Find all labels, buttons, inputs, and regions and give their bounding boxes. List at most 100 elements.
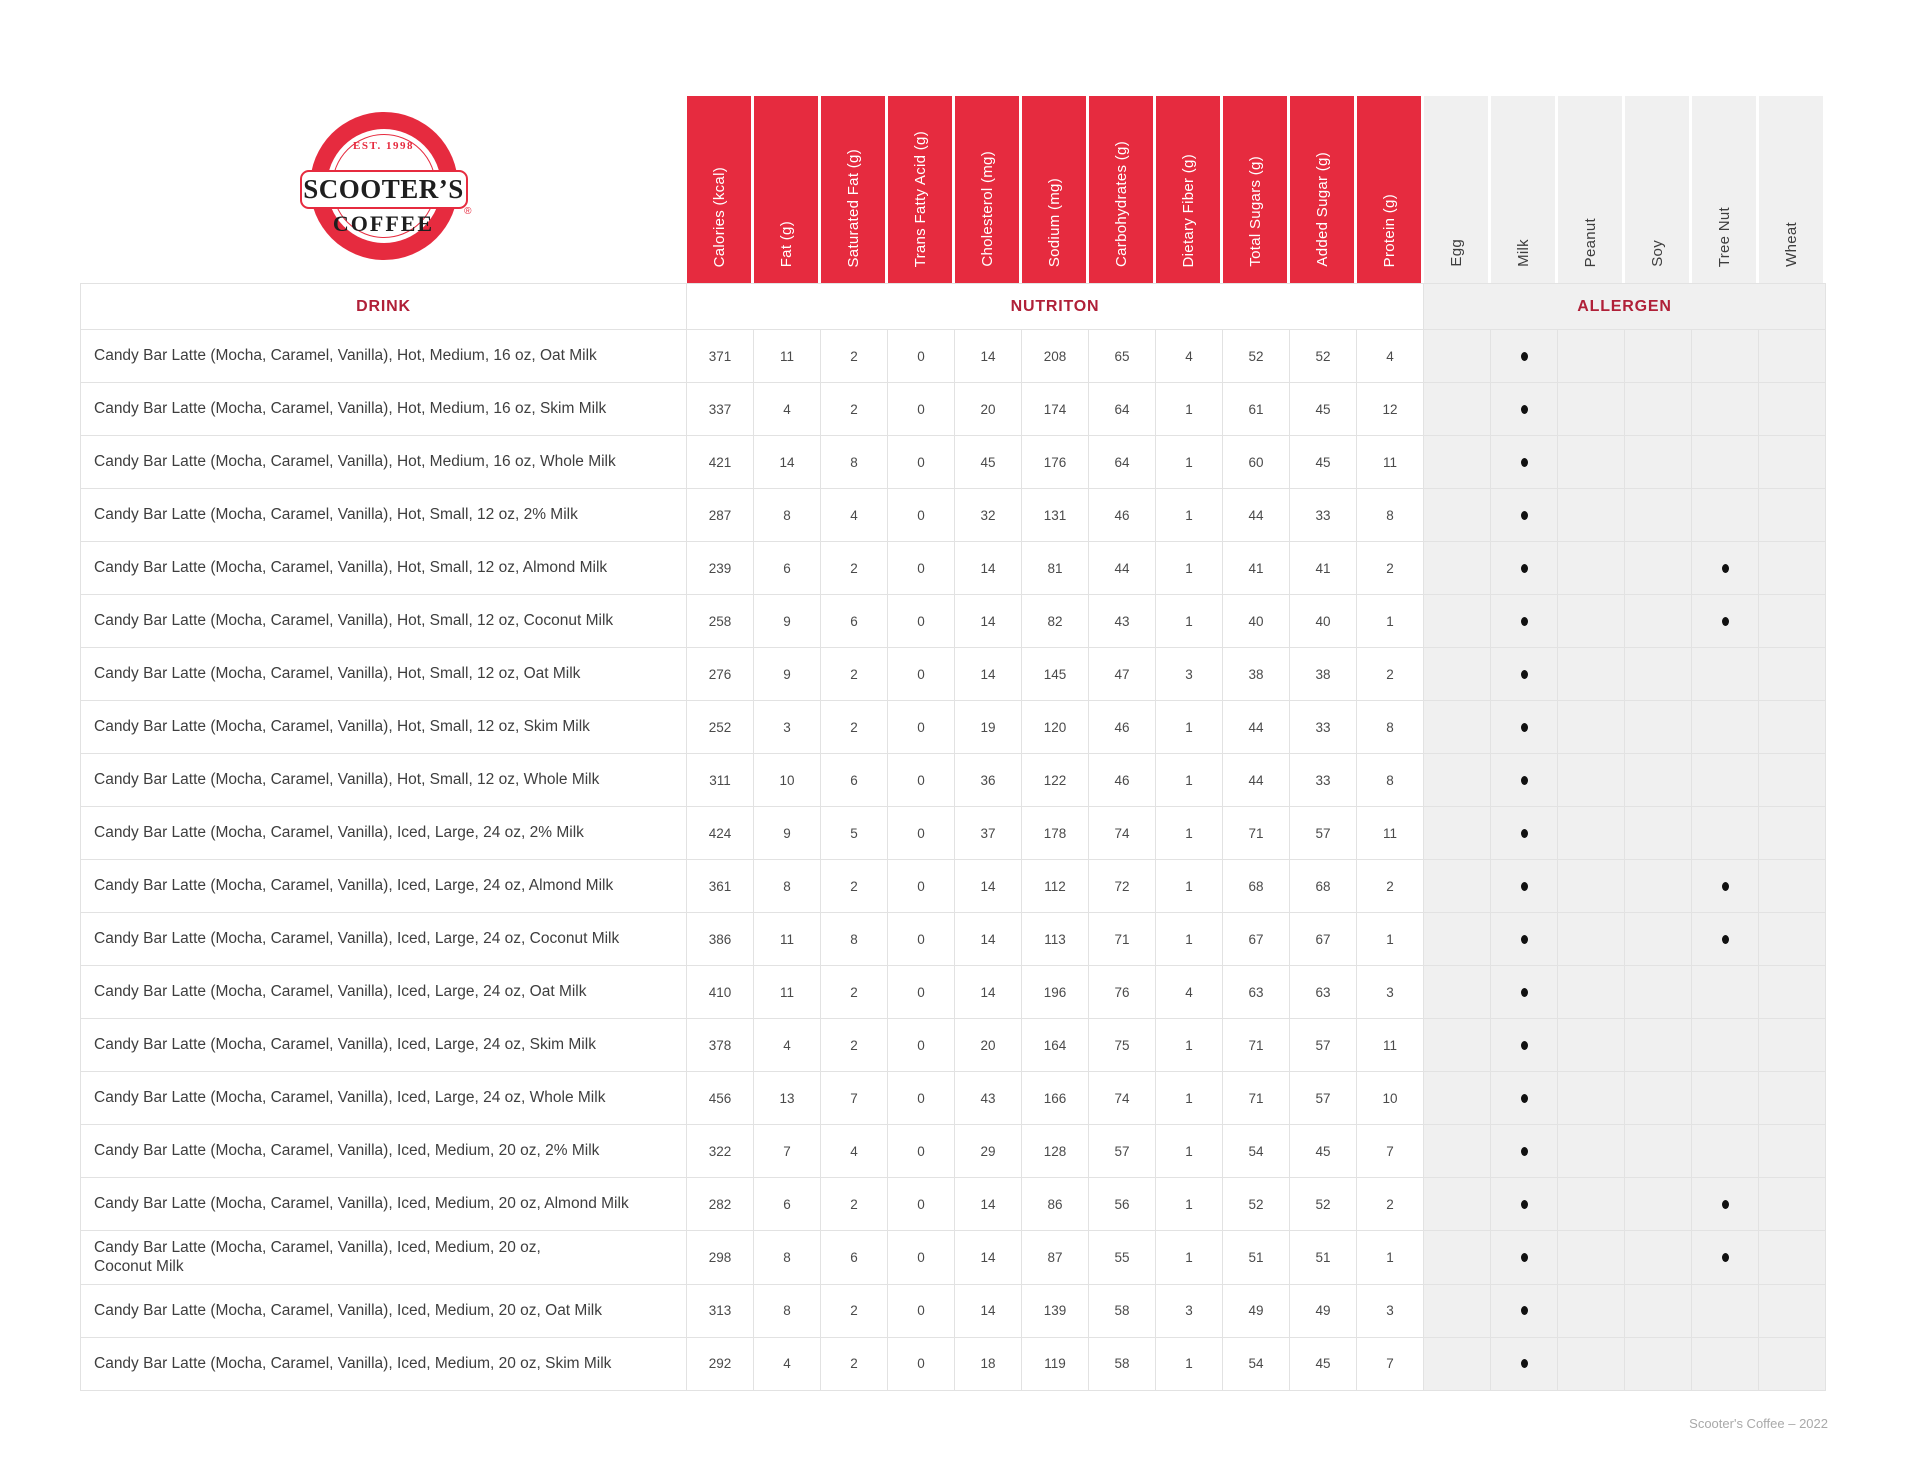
nutrition-value: 8 (821, 913, 888, 966)
nutrition-value: 14 (955, 966, 1022, 1019)
nutrition-value: 74 (1089, 807, 1156, 860)
allergen-cell (1558, 648, 1625, 701)
nutrition-value: 9 (754, 807, 821, 860)
nutrition-value: 71 (1089, 913, 1156, 966)
nutrition-column-label: Cholesterol (mg) (978, 151, 996, 267)
nutrition-column-label: Calories (kcal) (710, 166, 728, 267)
nutrition-value: 196 (1022, 966, 1089, 1019)
allergen-dot-icon (1721, 1199, 1729, 1209)
nutrition-value: 67 (1290, 913, 1357, 966)
table-row: Candy Bar Latte (Mocha, Caramel, Vanilla… (80, 436, 1826, 489)
nutrition-value: 239 (687, 542, 754, 595)
allergen-cell (1424, 595, 1491, 648)
nutrition-value: 2 (821, 1284, 888, 1338)
nutrition-table: EST. 1998 SCOOTER’S COFFEE ® Calories (k… (80, 96, 1826, 1391)
nutrition-value: 145 (1022, 648, 1089, 701)
nutrition-value: 40 (1290, 595, 1357, 648)
header-band: EST. 1998 SCOOTER’S COFFEE ® Calories (k… (80, 96, 1826, 283)
allergen-cell (1491, 807, 1558, 860)
allergen-cell (1558, 860, 1625, 913)
nutrition-value: 64 (1089, 436, 1156, 489)
allergen-column-label: Egg (1447, 239, 1465, 267)
nutrition-value: 58 (1089, 1284, 1156, 1338)
allergen-cell (1424, 542, 1491, 595)
nutrition-value: 386 (687, 913, 754, 966)
drink-name: Candy Bar Latte (Mocha, Caramel, Vanilla… (80, 1178, 687, 1231)
table-row: Candy Bar Latte (Mocha, Caramel, Vanilla… (80, 489, 1826, 542)
allergen-cell (1491, 966, 1558, 1019)
nutrition-value: 18 (955, 1337, 1022, 1391)
drink-name: Candy Bar Latte (Mocha, Caramel, Vanilla… (80, 1125, 687, 1178)
nutrition-value: 7 (1357, 1125, 1424, 1178)
nutrition-value: 2 (1357, 542, 1424, 595)
allergen-cell (1759, 1178, 1826, 1231)
nutrition-column-header-3: Trans Fatty Acid (g) (888, 96, 955, 283)
table-row: Candy Bar Latte (Mocha, Caramel, Vanilla… (80, 383, 1826, 436)
allergen-cell (1558, 966, 1625, 1019)
nutrition-value: 8 (1357, 489, 1424, 542)
nutrition-value: 9 (754, 648, 821, 701)
allergen-cell (1424, 1231, 1491, 1285)
nutrition-value: 2 (1357, 860, 1424, 913)
nutrition-value: 378 (687, 1019, 754, 1072)
allergen-cell (1625, 542, 1692, 595)
nutrition-value: 56 (1089, 1178, 1156, 1231)
nutrition-column-label: Trans Fatty Acid (g) (911, 130, 929, 267)
allergen-cell (1558, 436, 1625, 489)
nutrition-value: 8 (754, 1231, 821, 1285)
allergen-dot-icon (1520, 1146, 1528, 1156)
nutrition-value: 6 (821, 754, 888, 807)
nutrition-column-header-6: Carbohydrates (g) (1089, 96, 1156, 283)
nutrition-value: 1 (1156, 489, 1223, 542)
nutrition-value: 2 (1357, 1178, 1424, 1231)
nutrition-value: 2 (821, 383, 888, 436)
nutrition-value: 55 (1089, 1231, 1156, 1285)
nutrition-value: 43 (1089, 595, 1156, 648)
allergen-cell (1558, 807, 1625, 860)
allergen-dot-icon (1520, 563, 1528, 573)
allergen-cell (1424, 1019, 1491, 1072)
allergen-dot-icon (1721, 934, 1729, 944)
allergen-cell (1692, 701, 1759, 754)
nutrition-value: 1 (1156, 701, 1223, 754)
allergen-cell (1759, 1072, 1826, 1125)
allergen-dot-icon (1520, 934, 1528, 944)
allergen-cell (1759, 807, 1826, 860)
nutrition-header-cells: Calories (kcal) Fat (g) Saturated Fat (g) T… (687, 96, 1424, 283)
allergen-cell (1558, 1125, 1625, 1178)
nutrition-column-label: Added Sugar (g) (1313, 152, 1331, 267)
nutrition-value: 0 (888, 648, 955, 701)
allergen-cell (1625, 1178, 1692, 1231)
table-row: Candy Bar Latte (Mocha, Caramel, Vanilla… (80, 1231, 1826, 1285)
allergen-dot-icon (1520, 404, 1528, 414)
nutrition-column-label: Saturated Fat (g) (844, 148, 862, 268)
nutrition-value: 1 (1156, 1072, 1223, 1125)
nutrition-value: 52 (1223, 1178, 1290, 1231)
nutrition-value: 1 (1357, 1231, 1424, 1285)
nutrition-value: 29 (955, 1125, 1022, 1178)
nutrition-value: 49 (1223, 1284, 1290, 1338)
allergen-cell (1625, 1284, 1692, 1338)
drink-name: Candy Bar Latte (Mocha, Caramel, Vanilla… (80, 860, 687, 913)
nutrition-value: 54 (1223, 1337, 1290, 1391)
nutrition-value: 45 (955, 436, 1022, 489)
nutrition-value: 131 (1022, 489, 1089, 542)
nutrition-value: 14 (955, 860, 1022, 913)
allergen-cell (1558, 489, 1625, 542)
allergen-cell (1625, 1337, 1692, 1391)
nutrition-value: 45 (1290, 436, 1357, 489)
nutrition-value: 47 (1089, 648, 1156, 701)
nutrition-value: 119 (1022, 1337, 1089, 1391)
nutrition-value: 176 (1022, 436, 1089, 489)
allergen-cell (1692, 1337, 1759, 1391)
logo-coffee-text: COFFEE (332, 211, 435, 236)
nutrition-value: 2 (821, 330, 888, 383)
allergen-cell (1625, 648, 1692, 701)
nutrition-value: 287 (687, 489, 754, 542)
allergen-column-label: Tree Nut (1715, 206, 1733, 267)
allergen-cell (1692, 966, 1759, 1019)
nutrition-value: 292 (687, 1337, 754, 1391)
nutrition-value: 7 (821, 1072, 888, 1125)
allergen-dot-icon (1721, 1252, 1729, 1262)
allergen-cell (1625, 1019, 1692, 1072)
